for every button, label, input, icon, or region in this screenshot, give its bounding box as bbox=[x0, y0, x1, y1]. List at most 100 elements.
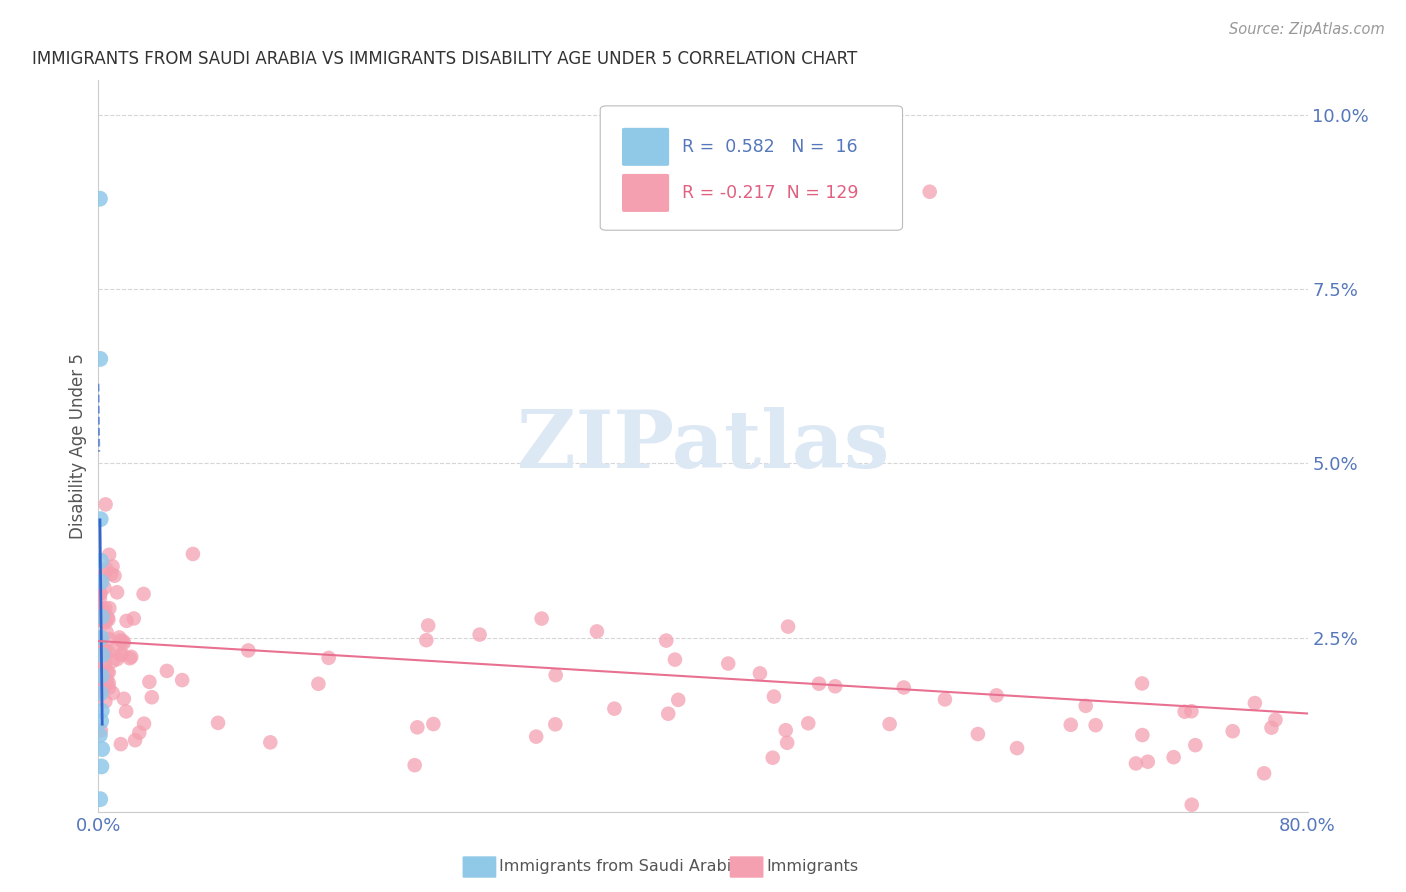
Point bbox=[918, 185, 941, 199]
Point bbox=[93, 681, 115, 696]
Point bbox=[657, 706, 679, 721]
Point bbox=[90, 574, 112, 589]
Point bbox=[90, 681, 112, 696]
Point bbox=[89, 192, 111, 206]
Point bbox=[94, 656, 117, 670]
Point bbox=[778, 619, 800, 633]
Point bbox=[524, 730, 547, 744]
Point bbox=[120, 649, 142, 664]
Point bbox=[90, 632, 112, 647]
Point bbox=[1060, 718, 1083, 732]
Point bbox=[181, 547, 204, 561]
Point bbox=[1084, 718, 1107, 732]
Point bbox=[90, 723, 112, 738]
Point bbox=[94, 643, 117, 657]
Point bbox=[112, 636, 135, 650]
Point bbox=[90, 609, 112, 624]
Point bbox=[89, 728, 111, 742]
Point bbox=[98, 548, 121, 562]
Point bbox=[762, 750, 785, 764]
Point bbox=[415, 633, 437, 648]
Point bbox=[89, 608, 111, 623]
Point bbox=[603, 701, 626, 715]
Point bbox=[138, 674, 160, 689]
Point bbox=[1005, 741, 1028, 756]
Point bbox=[112, 634, 135, 648]
Point bbox=[666, 693, 689, 707]
Point bbox=[112, 691, 135, 706]
Point bbox=[89, 586, 111, 600]
Point bbox=[1181, 797, 1204, 812]
Point bbox=[91, 648, 114, 662]
Point bbox=[110, 737, 132, 751]
Point bbox=[879, 717, 901, 731]
Point bbox=[141, 690, 163, 705]
FancyBboxPatch shape bbox=[600, 106, 903, 230]
Point bbox=[103, 642, 125, 657]
Point bbox=[90, 684, 112, 698]
Point bbox=[824, 679, 846, 693]
Point bbox=[1327, 530, 1350, 544]
Point bbox=[97, 665, 120, 680]
Point bbox=[97, 612, 120, 626]
Point bbox=[89, 644, 111, 658]
Point bbox=[762, 690, 785, 704]
Text: R =  0.582   N =  16: R = 0.582 N = 16 bbox=[682, 138, 858, 156]
Point bbox=[90, 554, 112, 568]
Text: IMMIGRANTS FROM SAUDI ARABIA VS IMMIGRANTS DISABILITY AGE UNDER 5 CORRELATION CH: IMMIGRANTS FROM SAUDI ARABIA VS IMMIGRAN… bbox=[32, 50, 858, 68]
Point bbox=[103, 568, 125, 582]
Point bbox=[96, 625, 118, 640]
Point bbox=[101, 559, 124, 574]
Point bbox=[259, 735, 281, 749]
Text: ZIPatlas: ZIPatlas bbox=[517, 407, 889, 485]
Point bbox=[156, 664, 179, 678]
Point bbox=[90, 714, 112, 728]
Point bbox=[101, 654, 124, 668]
Point bbox=[98, 632, 121, 646]
Point bbox=[717, 657, 740, 671]
Point bbox=[90, 601, 112, 615]
Point bbox=[207, 715, 229, 730]
Point bbox=[90, 686, 112, 700]
Text: Immigrants: Immigrants bbox=[766, 859, 859, 873]
Point bbox=[91, 742, 114, 756]
Point bbox=[1253, 766, 1275, 780]
Point bbox=[1184, 738, 1206, 752]
Point bbox=[986, 689, 1008, 703]
Point bbox=[93, 606, 115, 620]
Point bbox=[111, 647, 134, 661]
Y-axis label: Disability Age Under 5: Disability Age Under 5 bbox=[69, 353, 87, 539]
Point bbox=[105, 652, 128, 666]
Point bbox=[748, 666, 770, 681]
Point bbox=[655, 633, 678, 648]
Point bbox=[90, 759, 112, 773]
Point bbox=[94, 497, 117, 511]
Point bbox=[93, 581, 115, 595]
Point bbox=[132, 716, 155, 731]
Point bbox=[307, 677, 329, 691]
Point bbox=[124, 733, 146, 747]
Point bbox=[1244, 696, 1267, 710]
Point bbox=[807, 677, 830, 691]
Point bbox=[1260, 721, 1282, 735]
Point bbox=[422, 717, 444, 731]
FancyBboxPatch shape bbox=[621, 174, 669, 212]
Point bbox=[1222, 724, 1244, 739]
Point bbox=[105, 585, 128, 599]
Point bbox=[90, 607, 112, 622]
Point bbox=[90, 631, 112, 645]
Text: Source: ZipAtlas.com: Source: ZipAtlas.com bbox=[1229, 22, 1385, 37]
Point bbox=[98, 601, 121, 615]
FancyBboxPatch shape bbox=[621, 128, 669, 166]
Point bbox=[90, 680, 112, 694]
Point bbox=[89, 792, 111, 806]
Point bbox=[89, 591, 111, 606]
Point bbox=[89, 639, 111, 653]
Point bbox=[1130, 728, 1153, 742]
Point bbox=[122, 611, 145, 625]
Point bbox=[1174, 705, 1197, 719]
Point bbox=[89, 636, 111, 650]
Point bbox=[418, 618, 440, 632]
Point bbox=[1125, 756, 1147, 771]
Point bbox=[1136, 755, 1159, 769]
